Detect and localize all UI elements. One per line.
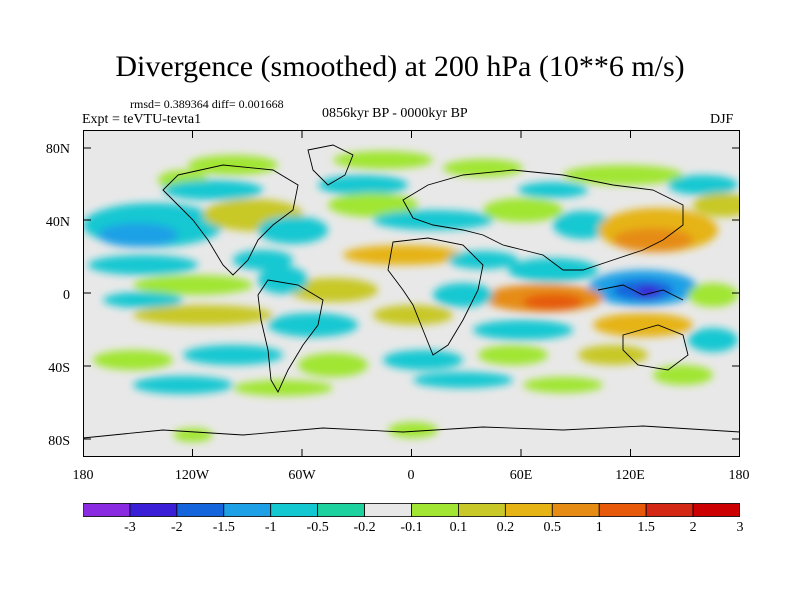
colorbar-label: 3	[736, 520, 744, 535]
colorbar-label: -1	[264, 520, 277, 535]
colorbar-swatch	[317, 503, 365, 517]
experiment-label: Expt = teVTU-tevta1	[82, 112, 202, 127]
colorbar-swatch	[270, 503, 319, 517]
lon-label: 0	[407, 468, 415, 483]
coastlines	[83, 144, 740, 439]
lat-label: 40N	[45, 215, 70, 230]
coast-eurasia	[402, 169, 684, 271]
colorbar-swatch	[504, 503, 553, 517]
coast-north-america	[162, 164, 299, 276]
lat-label: 0	[63, 288, 70, 303]
colorbar-label: 0.1	[449, 520, 468, 535]
coast-antarctica	[83, 425, 740, 439]
colorbar-label: 1.5	[637, 520, 655, 535]
coast-australia	[622, 324, 689, 371]
colorbar-label: 1	[595, 520, 603, 535]
colorbar-label: 0.2	[496, 520, 515, 535]
lat-label: 80S	[48, 434, 70, 449]
colorbar-swatch	[176, 503, 225, 517]
colorbar-label: -0.2	[353, 520, 376, 535]
colorbar-label: -0.5	[306, 520, 329, 535]
colorbar-swatch	[551, 503, 600, 517]
colorbar-swatch	[411, 503, 459, 517]
map-ticks	[83, 130, 740, 457]
lon-label: 120W	[174, 468, 210, 483]
colorbar-swatch	[129, 503, 178, 517]
colorbar-swatch	[458, 503, 506, 517]
colorbar-swatch	[692, 503, 740, 517]
lon-label: 60E	[509, 468, 533, 483]
colorbar-label: 0.5	[543, 520, 562, 535]
colorbar-swatch	[645, 503, 694, 517]
colorbar-label: 2	[689, 520, 697, 535]
colorbar-label: -2	[171, 520, 183, 535]
lon-label: 180	[728, 468, 750, 483]
coast-africa	[387, 237, 484, 356]
lon-label: 180	[72, 468, 94, 483]
lat-label: 40S	[48, 361, 70, 376]
period-label: 0856kyr BP - 0000kyr BP	[322, 106, 468, 121]
colorbar-swatch	[364, 503, 412, 517]
colorbar-swatch	[83, 503, 131, 517]
lat-label: 80N	[45, 142, 70, 157]
season-label: DJF	[710, 112, 734, 127]
lon-label: 60W	[288, 468, 316, 483]
colorbar-swatch	[598, 503, 647, 517]
divergence-field	[83, 151, 740, 442]
plot-title: Divergence (smoothed) at 200 hPa (10**6 …	[115, 50, 685, 83]
stats-label: rmsd= 0.389364 diff= 0.001668	[130, 97, 284, 111]
colorbar-label: -3	[124, 520, 136, 535]
coast-south-america	[257, 279, 324, 393]
colorbar	[83, 503, 740, 517]
colorbar-swatch	[223, 503, 272, 517]
divergence-map	[83, 130, 740, 457]
map-frame	[83, 130, 740, 457]
coast-indonesia	[597, 284, 684, 301]
coast-greenland	[307, 144, 354, 186]
colorbar-label: -0.1	[400, 520, 423, 535]
lon-label: 120E	[615, 468, 645, 483]
colorbar-label: -1.5	[212, 520, 235, 535]
